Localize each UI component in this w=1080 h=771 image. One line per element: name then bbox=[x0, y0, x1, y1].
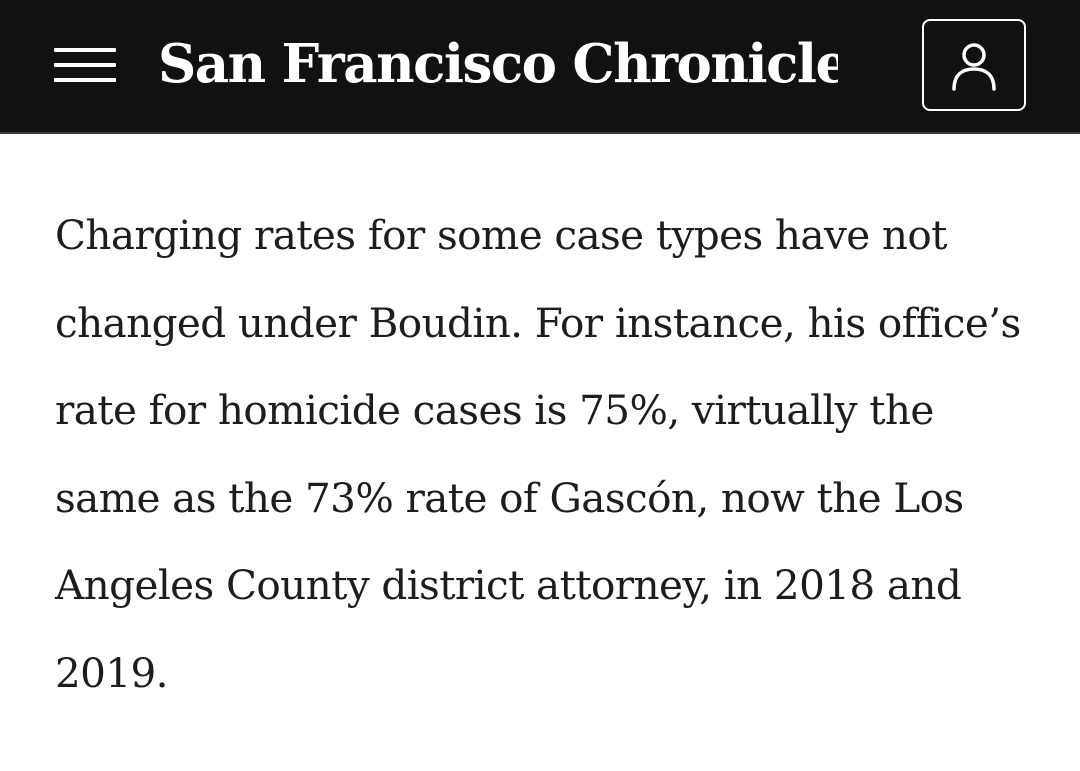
user-account-icon bbox=[952, 43, 996, 91]
site-logo[interactable]: San Francisco Chronicle bbox=[158, 33, 838, 95]
site-header: San Francisco Chronicle bbox=[0, 0, 1080, 134]
menu-button[interactable] bbox=[54, 44, 116, 86]
article-paragraph: Charging rates for some case types have … bbox=[55, 211, 1021, 697]
account-button[interactable] bbox=[922, 19, 1026, 111]
hamburger-menu-icon bbox=[54, 48, 116, 52]
